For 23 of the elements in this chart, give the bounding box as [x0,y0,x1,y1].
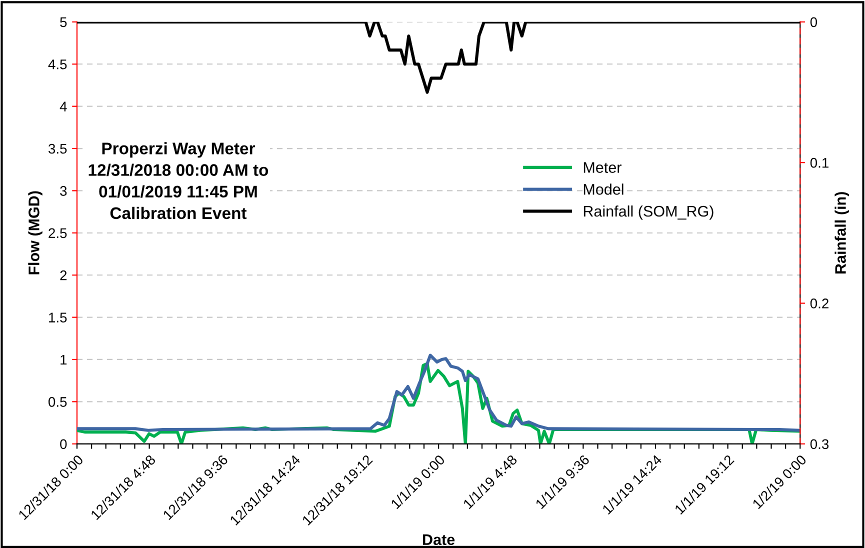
y-tick-label: 5 [60,17,67,28]
y-tick-label: 2.5 [48,228,67,238]
y-tick-label: 0.5 [48,397,67,407]
y2-tick-label: 0.3 [810,439,829,450]
legend-label: Model [584,184,624,195]
y2-tick-label: 0.1 [810,158,828,168]
y-tick-label: 2 [60,270,67,280]
legend-label: Meter [584,162,622,173]
y-tick-label: 3 [60,186,67,196]
x-axis-title: Date [423,534,455,546]
y-tick-label: 3.5 [48,144,67,154]
y2-tick-label: 0.2 [810,298,828,308]
annotation: Properzi Way Meter 12/31/2018 00:00 AM to 01/01/2019 11:45 PM Calibration Event [88,142,268,220]
y-tick-label: 4.5 [48,60,67,70]
y2-tick-label: 0 [810,17,818,28]
line-series [76,354,800,432]
y-tick-label: 4 [60,102,67,112]
y2-axis-title: Rainfall (in) [834,192,849,274]
y-tick-label: 1 [60,354,67,365]
legend-label: Rainfall (SOM_RG) [584,205,714,220]
y-axis-title: Flow (MGD) [28,191,42,274]
y-tick-label: 1.5 [49,312,67,322]
y-tick-label: 0 [60,439,67,450]
